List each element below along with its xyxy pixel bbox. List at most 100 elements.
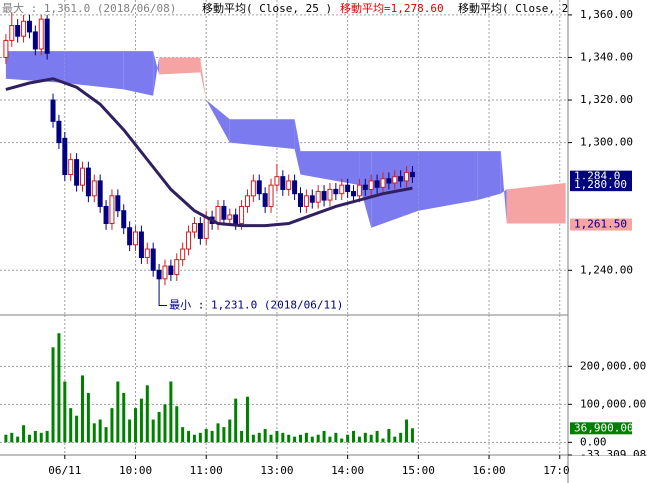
- x-tick-label: 17:00: [543, 464, 576, 477]
- candle-body: [368, 180, 374, 190]
- cloud: [500, 151, 507, 224]
- y-tick-label: 1,240.00: [580, 263, 633, 276]
- candle-body: [392, 176, 398, 184]
- annotation-line: [158, 289, 168, 306]
- volume-bar: [86, 392, 90, 443]
- volume-bar: [281, 432, 285, 443]
- cloud: [200, 57, 207, 101]
- volume-bar: [275, 430, 279, 443]
- volume-bar: [134, 408, 138, 443]
- volume-bar: [304, 432, 308, 443]
- volume-bar: [128, 419, 132, 443]
- cloud: [153, 51, 160, 96]
- candle-body: [9, 25, 15, 41]
- volume-bar: [234, 398, 238, 443]
- candle-body: [85, 167, 91, 197]
- candle-body: [274, 176, 280, 186]
- candle-body: [309, 195, 315, 203]
- cloud: [477, 151, 501, 201]
- volume-bar: [110, 408, 114, 443]
- cloud: [159, 57, 201, 75]
- volume-bar: [293, 436, 297, 443]
- volume-bar: [33, 430, 37, 443]
- candle-body: [327, 188, 333, 201]
- x-tick-label: 06/11: [48, 464, 81, 477]
- volume-bar: [98, 419, 102, 443]
- volume-bar: [393, 436, 397, 443]
- candle-body: [315, 191, 321, 203]
- candle-body: [297, 193, 303, 207]
- volume-bar: [75, 415, 79, 443]
- candle-body: [303, 195, 309, 207]
- y-tick-label: 200,000.00: [580, 359, 646, 372]
- volume-bar: [16, 436, 20, 443]
- volume-bar: [139, 398, 143, 443]
- candle-body: [250, 180, 256, 197]
- volume-bar: [104, 427, 108, 443]
- candle-body: [103, 205, 109, 224]
- moving-average-line: [5, 77, 413, 228]
- candle-body: [56, 120, 62, 144]
- volume-tag: 36,900.00: [574, 421, 634, 434]
- candle-body: [156, 269, 162, 280]
- volume-bar: [51, 347, 55, 443]
- candle-body: [133, 231, 139, 246]
- volume-bar: [22, 425, 26, 443]
- cloud: [206, 100, 230, 143]
- candle-body: [203, 216, 209, 239]
- candle-body: [32, 31, 38, 50]
- price-tag: 1,280.00: [574, 178, 627, 191]
- candle-body: [44, 18, 50, 54]
- candle-body: [68, 159, 74, 176]
- volume-bar: [27, 434, 31, 443]
- volume-bar: [216, 423, 220, 443]
- price-tag: 1,261.50: [574, 218, 627, 231]
- cloud: [5, 51, 65, 84]
- candle-body: [191, 222, 197, 233]
- volume-bar: [92, 423, 96, 443]
- volume-bar: [116, 381, 120, 443]
- volume-bar: [334, 432, 338, 443]
- candle-body: [374, 180, 380, 188]
- volume-bar: [287, 434, 291, 443]
- candle-body: [38, 18, 44, 50]
- candle-body: [109, 195, 115, 224]
- candle-body: [162, 265, 168, 280]
- cloud: [294, 119, 301, 175]
- volume-bar: [257, 432, 261, 443]
- x-tick-label: 14:00: [331, 464, 364, 477]
- volume-bar: [4, 434, 8, 443]
- volume-bar: [69, 408, 73, 443]
- x-tick-label: 15:00: [402, 464, 435, 477]
- candle-body: [386, 178, 392, 184]
- cloud: [64, 51, 124, 90]
- candle-body: [404, 171, 410, 182]
- x-tick-label: 13:00: [260, 464, 293, 477]
- volume-bar: [375, 430, 379, 443]
- volume-bar: [157, 411, 161, 443]
- volume-bar: [192, 434, 196, 443]
- cloud: [418, 151, 478, 211]
- candle-body: [186, 231, 192, 250]
- candle-body: [262, 193, 268, 207]
- candle-body: [292, 180, 298, 195]
- axis-corner: [569, 456, 647, 483]
- volume-bar: [187, 430, 191, 443]
- candle-body: [3, 39, 9, 58]
- volume-bar: [181, 427, 185, 443]
- volume-bar: [263, 429, 267, 443]
- candle-body: [221, 205, 227, 220]
- cloud: [123, 51, 154, 96]
- candle-body: [233, 214, 239, 224]
- volume-bar: [369, 434, 373, 443]
- volume-bar: [175, 406, 179, 443]
- volume-bar: [45, 430, 49, 443]
- candle-body: [362, 184, 368, 190]
- candle-body: [380, 178, 386, 188]
- candle-body: [197, 222, 203, 239]
- cloud: [300, 151, 360, 186]
- candle-body: [345, 184, 351, 193]
- candle-body: [351, 191, 357, 197]
- candle-body: [15, 25, 21, 37]
